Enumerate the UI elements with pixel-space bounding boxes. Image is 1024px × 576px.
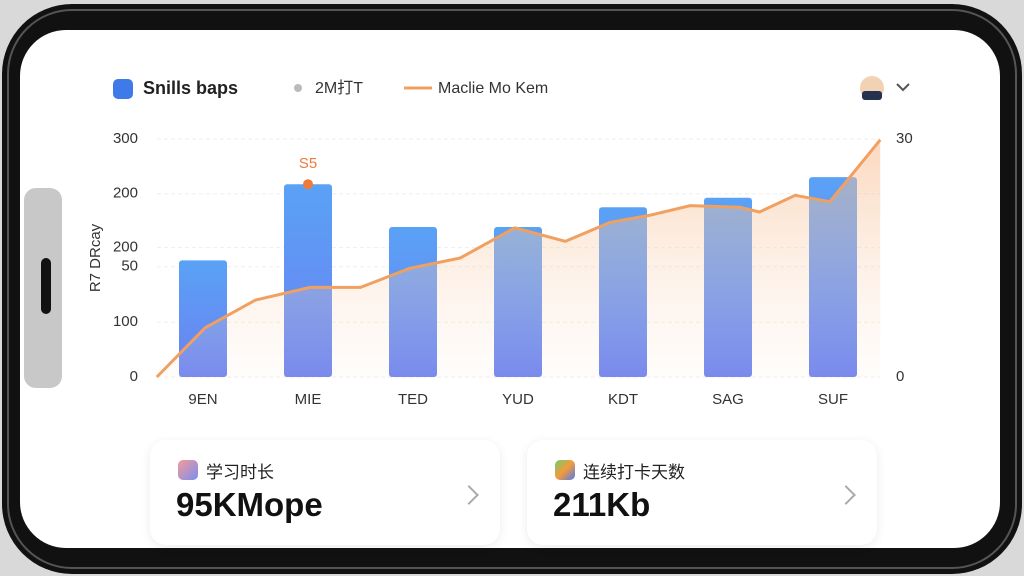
x-tick-label: SUF (818, 391, 848, 408)
annotation-dot (303, 179, 313, 190)
y2-tick-label: 30 (896, 130, 913, 147)
menu-chevron[interactable] (896, 83, 910, 92)
line (155, 138, 882, 379)
x-tick-label: 9EN (188, 391, 217, 408)
stat-card[interactable]: 连续打卡天数 211Kb (527, 440, 877, 545)
avatar-body (862, 91, 882, 100)
y-tick-label: 50 (121, 258, 138, 275)
y2-tick-label: 0 (896, 368, 904, 385)
card-value: 211Kb (553, 486, 651, 523)
line-area (156, 139, 881, 377)
y-tick-label: 300 (113, 130, 138, 147)
y-tick-label: 0 (130, 368, 138, 385)
legend-label: Maclie Mo Kem (438, 80, 548, 97)
x-tick-label: YUD (502, 391, 534, 408)
y-tick-label: 200 (113, 239, 138, 256)
stat-card[interactable]: 学习时长 95KMope (150, 440, 500, 545)
card-label: 学习时长 (206, 463, 274, 482)
x-tick-label: KDT (608, 391, 638, 408)
y-axis-label: R7 DRcay (87, 223, 104, 292)
x-tick-label: MIE (295, 391, 322, 408)
side-button (41, 258, 51, 314)
y-tick-label: 100 (113, 313, 138, 330)
legend-label: 2M打T (315, 79, 363, 97)
legend-swatch (294, 84, 302, 92)
phone-edge (7, 9, 1017, 569)
card-chevron (836, 485, 856, 505)
card-chevron (459, 485, 479, 505)
x-tick-label: SAG (712, 391, 744, 408)
card-icon (555, 460, 575, 480)
annotation: S5 (299, 155, 317, 172)
app-title: Snills baps (143, 78, 238, 98)
card-value: 95KMope (176, 486, 323, 523)
app-icon (113, 79, 133, 99)
card-label: 连续打卡天数 (583, 463, 685, 482)
x-tick-label: TED (398, 391, 428, 408)
card-icon (178, 460, 198, 480)
y-tick-label: 200 (113, 185, 138, 202)
